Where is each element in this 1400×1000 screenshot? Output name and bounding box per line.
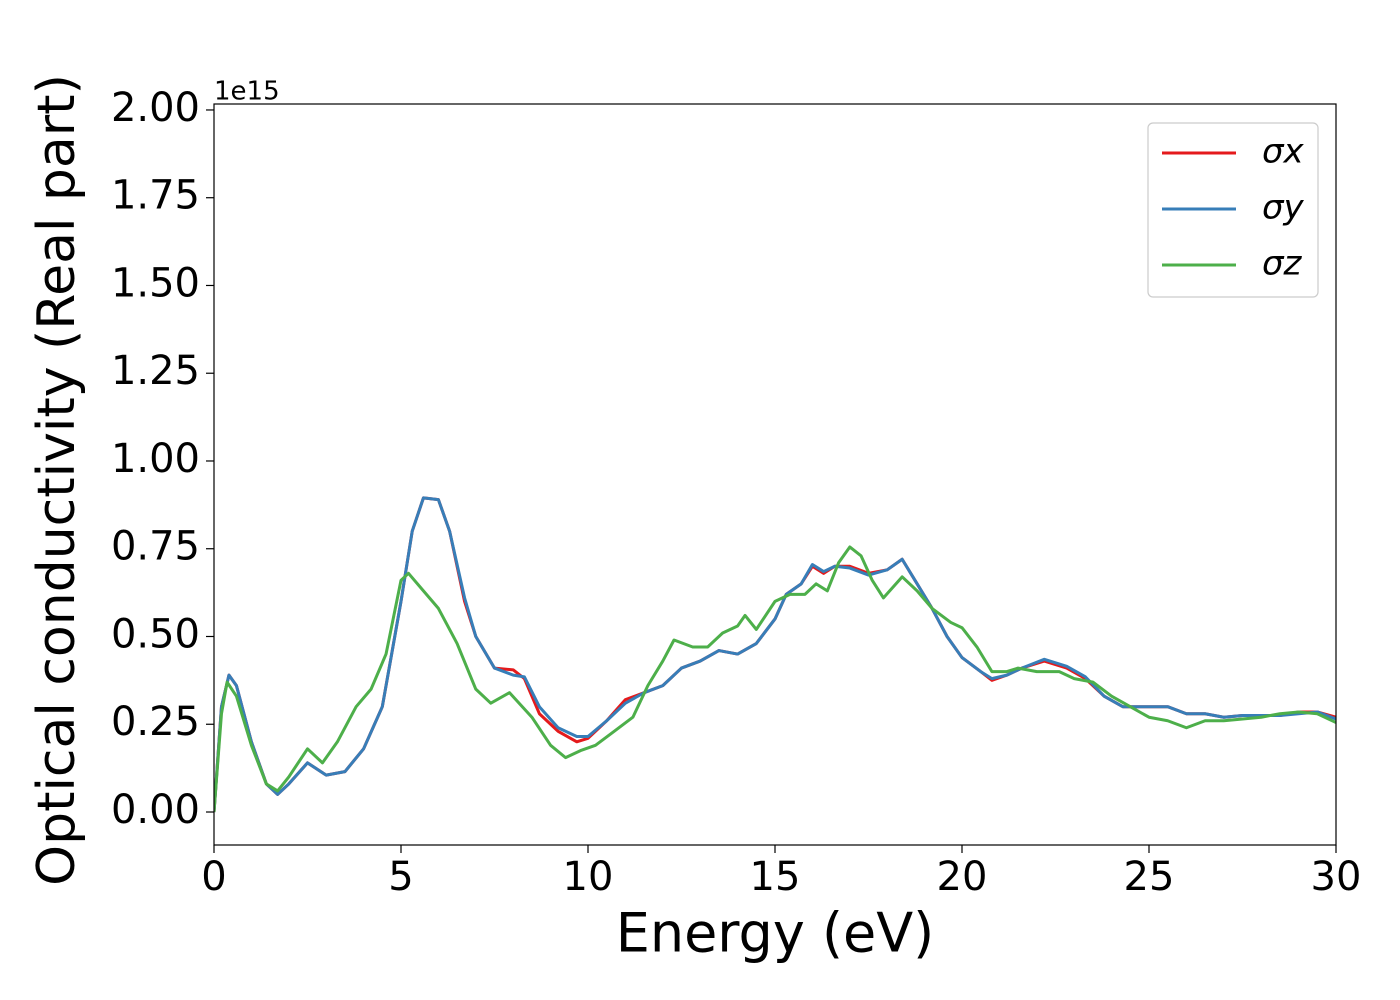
legend-label: σy xyxy=(1262,188,1305,228)
y-tick-label: 0.50 xyxy=(111,611,200,657)
x-tick-label: 25 xyxy=(1124,854,1175,900)
x-tick-label: 15 xyxy=(750,854,801,900)
plot-frame xyxy=(213,103,1337,846)
y-axis-label: Optical conductivity (Real part) xyxy=(27,74,87,886)
x-axis-label: Energy (eV) xyxy=(616,902,935,965)
y-tick-label: 1.00 xyxy=(111,436,200,482)
y-tick-label: 1.75 xyxy=(111,173,200,219)
series-line xyxy=(214,496,1336,813)
legend-label: σx xyxy=(1262,132,1305,172)
x-tick-label: 20 xyxy=(937,854,988,900)
x-tick-label: 0 xyxy=(201,854,226,900)
y-offset-label: 1e15 xyxy=(214,77,280,107)
legend-label: σz xyxy=(1262,244,1303,284)
series-line xyxy=(214,545,1336,813)
y-tick-label: 0.00 xyxy=(111,787,200,833)
y-tick-label: 0.25 xyxy=(111,699,200,745)
x-tick-label: 30 xyxy=(1311,854,1362,900)
x-tick-label: 5 xyxy=(388,854,413,900)
y-tick-label: 2.00 xyxy=(111,85,200,131)
x-tick-label: 10 xyxy=(563,854,614,900)
y-tick-label: 1.25 xyxy=(111,348,200,394)
y-tick-label: 0.75 xyxy=(111,524,200,570)
y-tick-label: 1.50 xyxy=(111,260,200,306)
